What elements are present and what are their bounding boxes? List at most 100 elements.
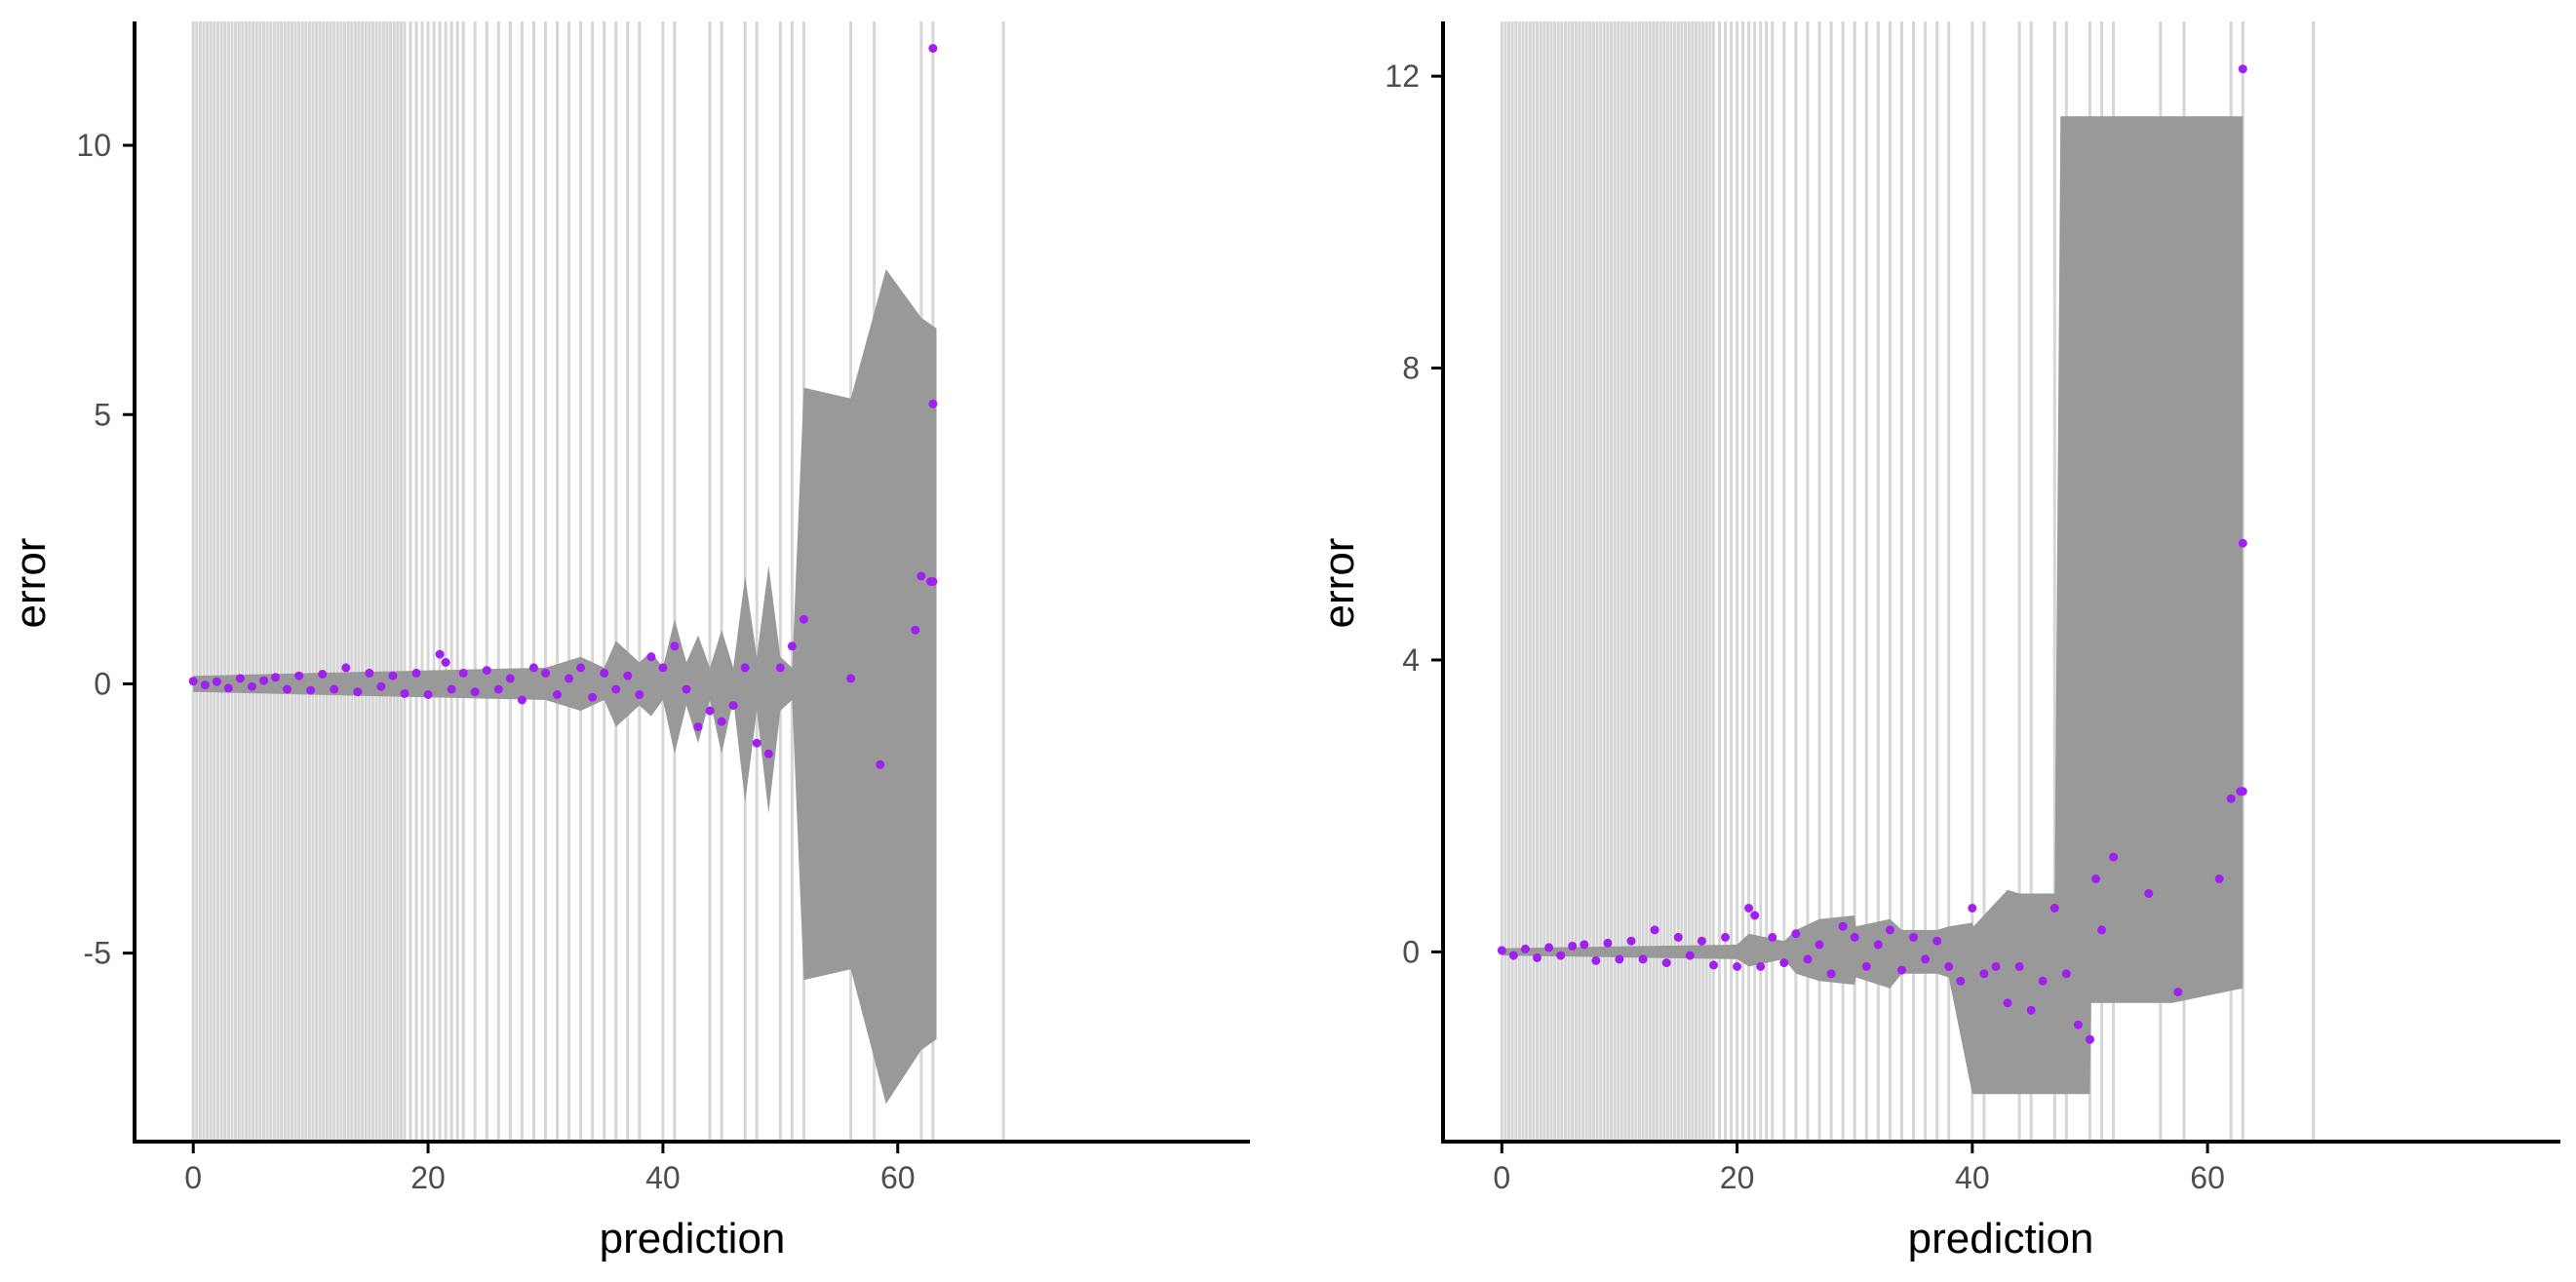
data-point [787,641,797,651]
data-point [1850,932,1859,942]
data-point [223,683,233,693]
x-tick-label: 60 [880,1160,916,1195]
data-point [2026,1005,2036,1015]
data-point [740,663,750,673]
data-point [1603,938,1613,948]
y-tick-label: 0 [94,666,111,701]
data-point [2061,969,2071,979]
data-point [1673,932,1683,942]
data-point [1626,936,1636,946]
data-point [2109,852,2119,862]
data-point [623,671,633,680]
data-point [1803,954,1813,964]
data-point [1991,961,2001,971]
data-point [775,663,785,673]
data-point [693,722,703,732]
data-point [1756,961,1766,971]
data-point [928,399,938,408]
data-point [928,44,938,54]
y-tick-label: 0 [1402,934,1420,969]
data-point [611,684,621,694]
data-point [1556,951,1566,960]
data-point [553,690,562,699]
right-y-ticks: 0 4 8 12 [1385,58,1443,969]
data-point [1838,921,1848,931]
data-point [441,657,450,667]
data-point [235,674,245,683]
data-point [928,577,938,586]
data-point [682,684,691,694]
data-point [2097,925,2106,935]
data-point [763,749,773,758]
y-tick-label: 5 [94,397,111,432]
data-point [1861,961,1871,971]
data-point [400,688,410,698]
data-point [600,668,609,678]
y-tick-label: 4 [1402,642,1420,678]
data-point [470,687,480,697]
data-point [1921,954,1931,964]
data-point [2214,874,2224,883]
y-tick-label: 10 [76,128,111,163]
data-point [423,690,433,699]
data-point [846,674,856,683]
data-point [658,663,668,673]
data-point [1885,925,1894,935]
left-x-axis-title: prediction [600,1215,786,1263]
right-x-axis-title: prediction [1908,1215,2094,1263]
data-point [294,671,304,680]
data-point [1638,954,1648,964]
data-point [1544,943,1554,952]
data-point [1709,960,1718,970]
data-point [376,681,386,691]
data-point [917,571,926,581]
data-point [482,666,491,676]
data-point [705,706,715,716]
data-point [1791,929,1801,939]
x-tick-label: 0 [184,1160,202,1195]
data-point [752,738,761,748]
data-point [528,663,538,673]
left-y-ticks: -5 0 5 10 [76,128,135,971]
data-point [1520,944,1530,953]
data-point [2226,794,2236,803]
left-points [188,44,938,769]
y-tick-label: -5 [84,936,111,971]
data-point [717,717,726,726]
data-point [1661,958,1671,968]
data-point [458,668,468,678]
left-x-ticks: 0 20 40 60 [184,1142,916,1195]
data-point [318,670,328,679]
right-y-axis-title: error [1315,538,1363,629]
data-point [505,674,515,683]
data-point [2238,538,2247,548]
left-rug [191,21,1005,1142]
data-point [1873,940,1883,950]
data-point [1932,936,1942,946]
x-tick-label: 60 [2190,1160,2225,1195]
data-point [799,614,808,624]
data-point [2003,998,2012,1008]
data-point [876,759,885,769]
data-point [1815,940,1824,950]
data-point [2086,1034,2094,1044]
data-point [1615,954,1624,964]
data-point [1956,976,1966,986]
data-point [283,684,292,694]
data-point [2049,904,2059,913]
data-point [1533,952,1542,962]
data-point [1750,911,1760,920]
data-point [1721,932,1730,942]
data-point [388,671,398,680]
data-point [2091,874,2100,883]
data-point [1697,936,1706,946]
data-point [330,684,339,694]
x-tick-label: 0 [1493,1160,1510,1195]
data-point [1944,961,1954,971]
y-tick-label: 12 [1385,58,1420,94]
x-tick-label: 40 [1955,1160,1990,1195]
data-point [435,649,445,659]
data-point [1685,951,1695,960]
left-panel: -5 0 5 10 0 20 40 60 prediction error [7,21,1250,1263]
